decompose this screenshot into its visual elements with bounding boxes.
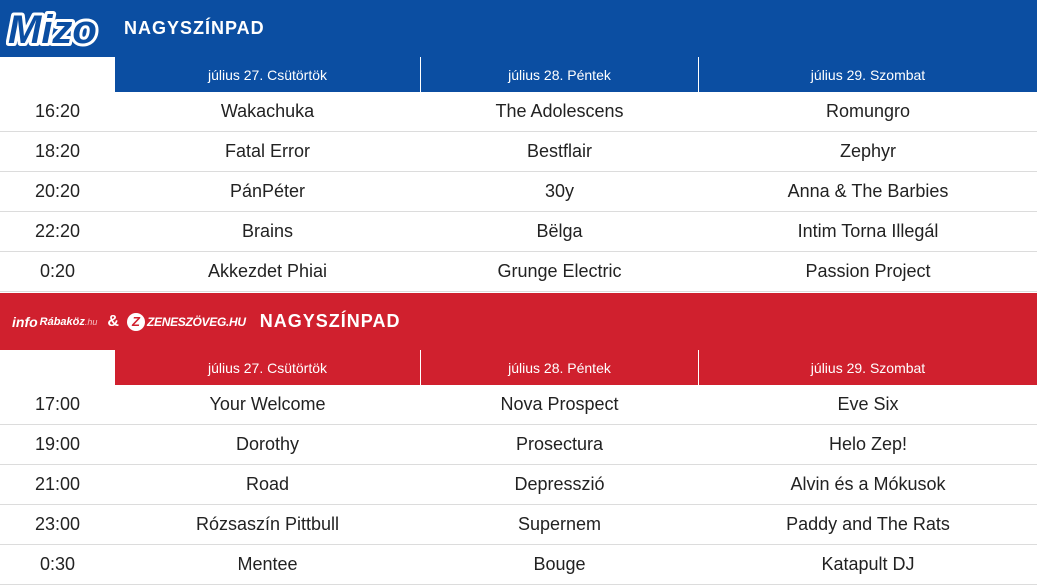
schedule-row: 22:20 Brains Bëlga Intim Torna Illegál bbox=[0, 212, 1037, 252]
performer-cell: Bestflair bbox=[526, 141, 593, 161]
day-header: július 29. Szombat bbox=[699, 350, 1037, 385]
performer-cell: Depresszió bbox=[514, 474, 605, 494]
performer-cell: The Adolescens bbox=[495, 101, 624, 121]
day-header: július 27. Csütörtök bbox=[115, 57, 420, 92]
performer-cell: Akkezdet Phiai bbox=[207, 261, 328, 281]
performer-cell: Alvin és a Mókusok bbox=[790, 474, 946, 494]
time-cell: 0:30 bbox=[39, 554, 76, 574]
stage2-title: NAGYSZÍNPAD bbox=[259, 311, 401, 331]
schedule-row: 19:00 Dorothy Prosectura Helo Zep! bbox=[0, 425, 1037, 465]
zeneszoveg-logo: Z ZENESZÖVEG.HU bbox=[126, 312, 246, 331]
performer-cell: Grunge Electric bbox=[497, 261, 622, 281]
schedule-row: 17:00 Your Welcome Nova Prospect Eve Six bbox=[0, 385, 1037, 425]
schedule-row: 18:20 Fatal Error Bestflair Zephyr bbox=[0, 132, 1037, 172]
time-cell: 18:20 bbox=[34, 141, 81, 161]
performer-cell: Supernem bbox=[517, 514, 602, 534]
performer-cell: Bouge bbox=[533, 554, 586, 574]
performer-cell: Eve Six bbox=[837, 394, 899, 414]
schedule-row: 20:20 PánPéter 30y Anna & The Barbies bbox=[0, 172, 1037, 212]
stage2-banner: info Rábaköz .hu & Z ZENESZÖVEG.HU NAGYS… bbox=[0, 293, 1037, 350]
day-header: július 29. Szombat bbox=[699, 57, 1037, 92]
info-rabakoz-logo: info Rábaköz .hu bbox=[12, 313, 98, 330]
performer-cell: Helo Zep! bbox=[828, 434, 908, 454]
performer-cell: Rózsaszín Pittbull bbox=[195, 514, 340, 534]
time-cell: 21:00 bbox=[34, 474, 81, 494]
performer-cell: Your Welcome bbox=[209, 394, 326, 414]
performer-cell: Prosectura bbox=[515, 434, 604, 454]
schedule-row: 16:20 Wakachuka The Adolescens Romungro bbox=[0, 92, 1037, 132]
time-cell: 16:20 bbox=[34, 101, 81, 121]
svg-text:Mizo: Mizo bbox=[8, 8, 97, 52]
mizo-logo: Mizo Mizo bbox=[6, 5, 100, 53]
time-cell: 19:00 bbox=[34, 434, 81, 454]
day-header: július 28. Péntek bbox=[421, 57, 698, 92]
performer-cell: Wakachuka bbox=[220, 101, 315, 121]
time-cell: 20:20 bbox=[34, 181, 81, 201]
performer-cell: 30y bbox=[544, 181, 575, 201]
performer-cell: Fatal Error bbox=[224, 141, 311, 161]
performer-cell: PánPéter bbox=[229, 181, 306, 201]
stage2-day-header: július 27. Csütörtök július 28. Péntek j… bbox=[0, 350, 1037, 385]
schedule-row: 0:30 Mentee Bouge Katapult DJ bbox=[0, 545, 1037, 585]
zeneszoveg-logo-mark: Z bbox=[126, 312, 145, 331]
performer-cell: Romungro bbox=[825, 101, 911, 121]
svg-text:Mizo: Mizo bbox=[8, 8, 97, 52]
ampersand: & bbox=[107, 312, 119, 330]
time-cell: 22:20 bbox=[34, 221, 81, 241]
performer-cell: Brains bbox=[241, 221, 294, 241]
performer-cell: Anna & The Barbies bbox=[787, 181, 949, 201]
performer-cell: Paddy and The Rats bbox=[786, 514, 950, 534]
performer-cell: Dorothy bbox=[235, 434, 300, 454]
stage1-title: NAGYSZÍNPAD bbox=[124, 18, 265, 38]
stage1-banner: Mizo Mizo NAGYSZÍNPAD bbox=[0, 0, 1037, 57]
schedule-row: 23:00 Rózsaszín Pittbull Supernem Paddy and… bbox=[0, 505, 1037, 545]
performer-cell: Intim Torna Illegál bbox=[797, 221, 939, 241]
time-cell: 17:00 bbox=[34, 394, 81, 414]
performer-cell: Bëlga bbox=[536, 221, 583, 241]
day-header: július 27. Csütörtök bbox=[115, 350, 420, 385]
schedule-row: 21:00 Road Depresszió Alvin és a Mókusok bbox=[0, 465, 1037, 505]
performer-cell: Zephyr bbox=[839, 141, 897, 161]
time-cell: 0:20 bbox=[39, 261, 76, 281]
stage1-day-header: július 27. Csütörtök július 28. Péntek j… bbox=[0, 57, 1037, 92]
time-cell: 23:00 bbox=[34, 514, 81, 534]
performer-cell: Passion Project bbox=[805, 261, 931, 281]
performer-cell: Katapult DJ bbox=[821, 554, 915, 574]
performer-cell: Nova Prospect bbox=[500, 394, 619, 414]
schedule-row: 0:20 Akkezdet Phiai Grunge Electric Passion… bbox=[0, 252, 1037, 292]
day-header: július 28. Péntek bbox=[421, 350, 698, 385]
performer-cell: Road bbox=[245, 474, 290, 494]
performer-cell: Mentee bbox=[237, 554, 298, 574]
